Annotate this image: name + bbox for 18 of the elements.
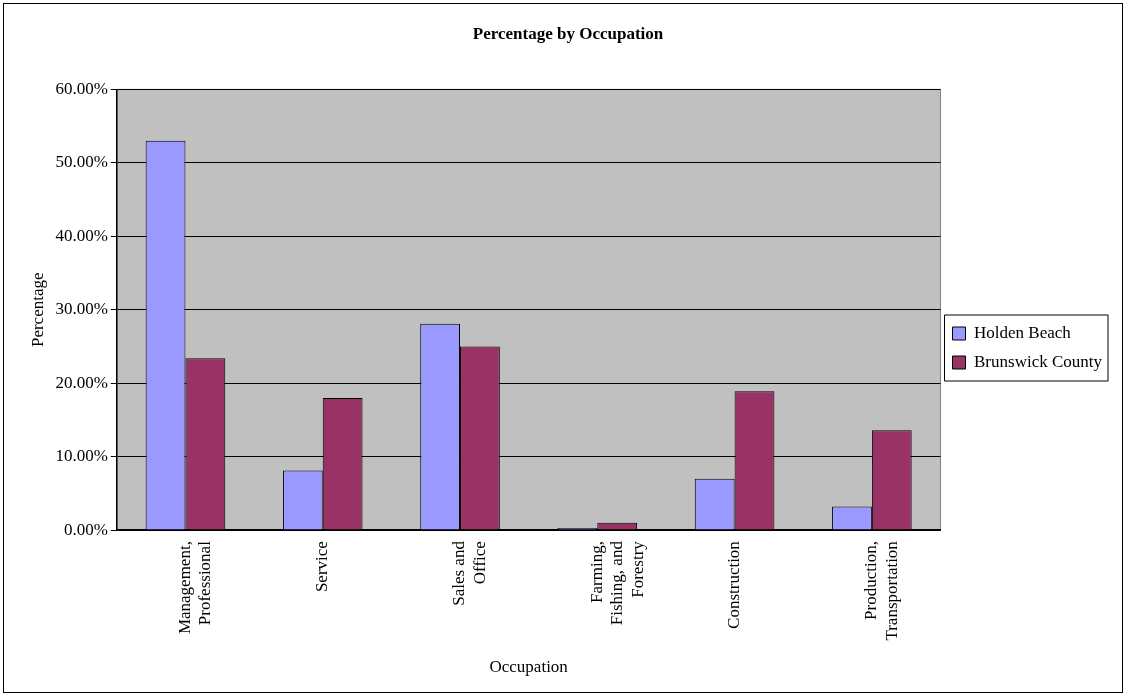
x-tick-label: Production, Transportation xyxy=(861,540,901,641)
chart-title: Percentage by Occupation xyxy=(472,23,664,43)
y-tick-label: 30.00% xyxy=(55,299,108,319)
y-tick-label: 10.00% xyxy=(55,446,108,466)
y-tick-label: 60.00% xyxy=(55,78,108,98)
y-tick-label: 20.00% xyxy=(55,372,108,392)
y-axis-title: Percentage xyxy=(27,272,47,348)
legend-label: Brunswick County xyxy=(974,351,1103,371)
x-tick-label: Sales and Office xyxy=(449,540,489,606)
x-tick-label: Management, Professional xyxy=(174,540,215,635)
y-tick-label: 0.00% xyxy=(63,519,108,539)
x-tick-label: Farming, Fishing, and Forestry xyxy=(586,540,647,626)
legend-label: Holden Beach xyxy=(974,322,1072,342)
y-tick-label: 50.00% xyxy=(55,152,108,172)
x-tick-label: Construction xyxy=(724,540,744,629)
x-tick-label: Service xyxy=(312,541,332,593)
y-tick-label: 40.00% xyxy=(55,225,108,245)
x-axis-title: Occupation xyxy=(489,657,569,677)
